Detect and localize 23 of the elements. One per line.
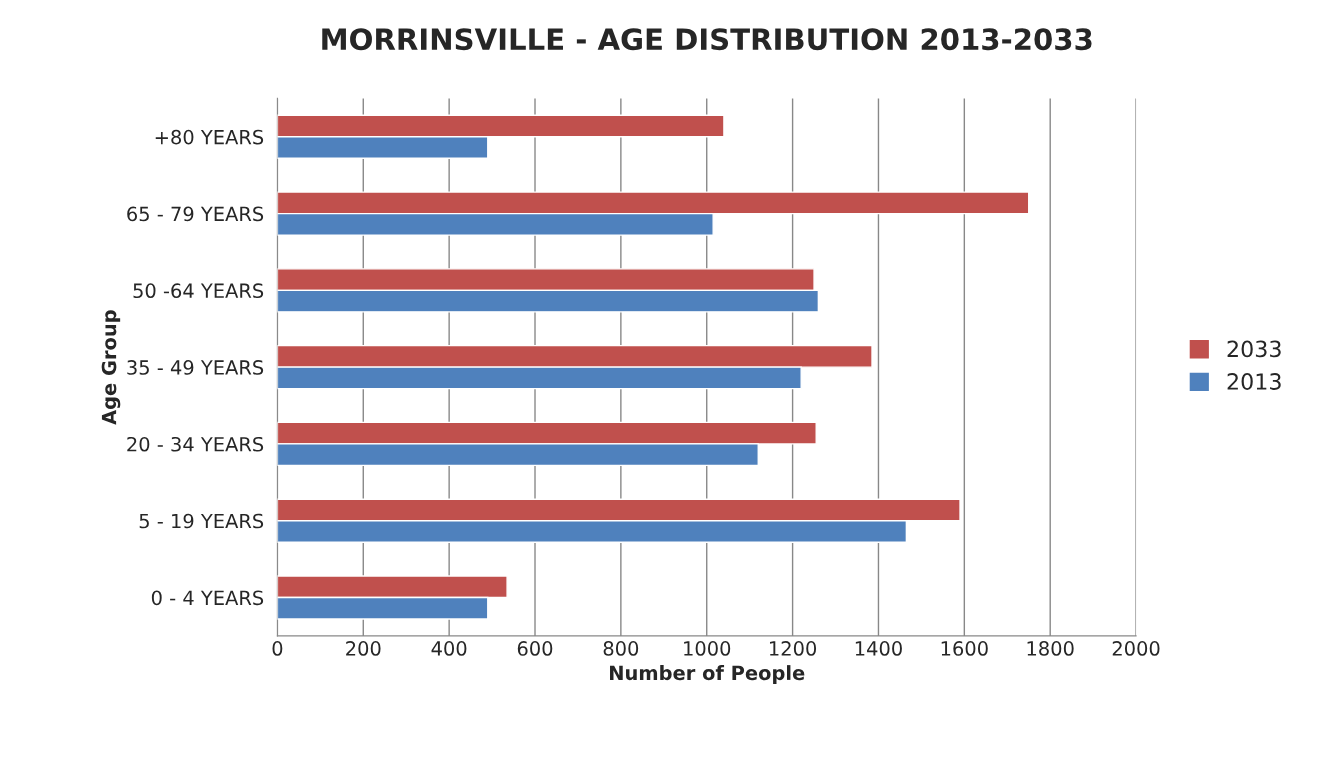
legend-label: 2013 [1227, 373, 1281, 390]
x-tick-label: 1400 [855, 641, 902, 656]
x-tick-label: 1800 [1027, 641, 1074, 656]
y-tick-label: 50 -64 YEARS [133, 283, 264, 299]
legend-label: 2033 [1227, 340, 1281, 358]
y-tick-label: 0 - 4 YEARS [151, 590, 264, 606]
x-tick-label: 1600 [941, 641, 988, 656]
x-tick-label: 600 [517, 641, 553, 656]
x-tick-label: 0 [272, 641, 283, 656]
y-axis-title: Age Group [101, 310, 121, 425]
x-tick-label: 200 [346, 641, 381, 656]
y-tick-label: 20 - 34 YEARS [127, 436, 264, 452]
y-tick-label: 35 - 49 YEARS [127, 360, 264, 375]
x-tick-label: 1000 [684, 641, 731, 656]
x-tick-label: 800 [603, 641, 639, 656]
x-tick-label: 400 [431, 641, 467, 656]
x-tick-label: 2000 [1112, 641, 1160, 656]
y-tick-label: +80 YEARS [155, 129, 264, 145]
y-tick-label: 5 - 19 YEARS [139, 513, 264, 529]
chart-title: MORRINSVILLE - AGE DISTRIBUTION 2013-2033 [322, 28, 1092, 51]
y-tick-label: 65 - 79 YEARS [127, 206, 264, 222]
x-axis-title: Number of People [610, 665, 805, 684]
x-tick-label: 1200 [769, 641, 817, 656]
